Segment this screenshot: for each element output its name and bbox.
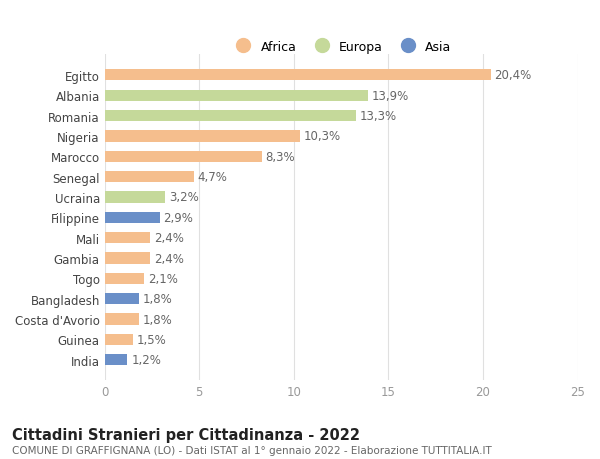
Text: 1,2%: 1,2% [131, 353, 161, 366]
Text: 13,3%: 13,3% [360, 110, 397, 123]
Text: 2,4%: 2,4% [154, 232, 184, 245]
Text: 3,2%: 3,2% [169, 191, 199, 204]
Bar [105, 131, 299, 142]
Bar [105, 273, 145, 284]
Text: 1,8%: 1,8% [143, 292, 172, 306]
Bar [105, 233, 150, 244]
Bar [105, 253, 150, 264]
Bar [105, 334, 133, 345]
Bar [105, 354, 127, 365]
Text: 1,5%: 1,5% [137, 333, 167, 346]
Bar [105, 293, 139, 305]
Text: 8,3%: 8,3% [265, 151, 295, 163]
Text: 13,9%: 13,9% [371, 90, 409, 102]
Text: 2,4%: 2,4% [154, 252, 184, 265]
Bar [105, 111, 356, 122]
Bar [105, 90, 368, 101]
Legend: Africa, Europa, Asia: Africa, Europa, Asia [226, 36, 457, 59]
Bar [105, 314, 139, 325]
Bar [105, 192, 165, 203]
Text: COMUNE DI GRAFFIGNANA (LO) - Dati ISTAT al 1° gennaio 2022 - Elaborazione TUTTIT: COMUNE DI GRAFFIGNANA (LO) - Dati ISTAT … [12, 445, 492, 455]
Text: Cittadini Stranieri per Cittadinanza - 2022: Cittadini Stranieri per Cittadinanza - 2… [12, 427, 360, 442]
Bar [105, 151, 262, 162]
Text: 10,3%: 10,3% [304, 130, 340, 143]
Text: 2,9%: 2,9% [163, 211, 193, 224]
Text: 1,8%: 1,8% [143, 313, 172, 326]
Bar [105, 212, 160, 224]
Text: 4,7%: 4,7% [197, 171, 227, 184]
Bar [105, 70, 491, 81]
Text: 2,1%: 2,1% [148, 272, 178, 285]
Bar [105, 172, 194, 183]
Text: 20,4%: 20,4% [494, 69, 532, 82]
